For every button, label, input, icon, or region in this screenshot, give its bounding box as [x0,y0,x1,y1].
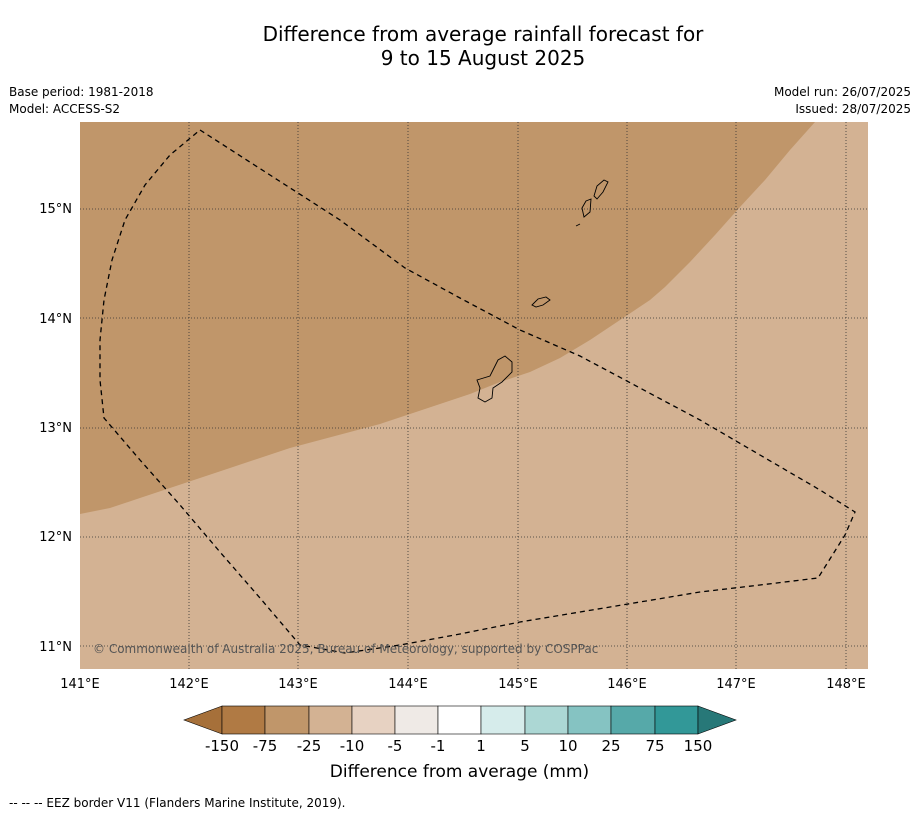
lon-label-148: 148°E [826,677,866,692]
meta-right: Model run: 26/07/2025 Issued: 28/07/2025 [774,84,911,118]
eez-border [99,129,856,654]
lon-label-145: 145°E [498,677,538,692]
issued-label: Issued: 28/07/2025 [795,102,911,116]
saipan-island [593,179,609,200]
lat-label-13: 13°N [39,421,72,436]
colorbar-title: Difference from average (mm) [329,762,590,782]
colorbar-tick-6: 1 [476,737,486,755]
tinian-island [581,198,592,218]
lon-label-144: 144°E [388,677,428,692]
colorbar-tick-8: 10 [558,737,577,755]
colorbar-segment-6 [437,705,482,735]
longitude-gridlines [188,122,847,669]
colorbar-tick-1: -75 [253,737,278,755]
lon-label-142: 142°E [169,677,209,692]
chart-title: Difference from average rainfall forecas… [0,22,919,70]
colorbar-segment-4 [351,705,396,735]
model-run-label: Model run: 26/07/2025 [773,85,911,99]
eez-footnote: -- -- -- EEZ border V11 (Flanders Marine… [9,796,346,810]
colorbar-tick-5: -1 [431,737,446,755]
model-label: Model: ACCESS-S2 [9,102,121,116]
colorbar-tick-2: -25 [297,737,322,755]
colorbar-segment-2 [264,705,310,735]
meta-left: Base period: 1981-2018 Model: ACCESS-S2 [9,84,154,118]
colorbar-segment-3 [308,705,353,735]
colorbar-segment-5 [394,705,439,735]
colorbar-tick-10: 75 [645,737,664,755]
colorbar-tick-3: -10 [340,737,365,755]
colorbar-segment-11 [654,705,699,735]
aguijan-island [575,223,581,227]
lon-label-143: 143°E [278,677,318,692]
lat-label-11: 11°N [39,640,72,655]
lat-label-14: 14°N [39,312,72,327]
lat-label-15: 15°N [39,202,72,217]
colorbar-tick-7: 5 [520,737,530,755]
latitude-gridlines [80,208,868,647]
lon-label-146: 146°E [607,677,647,692]
title-line-2: 9 to 15 August 2025 [380,46,586,70]
title-line-1: Difference from average rainfall forecas… [262,22,704,46]
guam-island [476,355,513,403]
colorbar-extend-low [183,705,223,735]
colorbar [183,705,737,735]
colorbar-segment-10 [610,705,656,735]
copyright-text: © Commonwealth of Australia 2025, Bureau… [93,642,598,656]
rota-island [531,296,551,308]
colorbar-tick-9: 25 [601,737,620,755]
base-period-label: Base period: 1981-2018 [9,85,154,99]
colorbar-extend-high [697,705,737,735]
colorbar-segment-1 [221,705,266,735]
lat-label-12: 12°N [39,530,72,545]
colorbar-segment-9 [567,705,612,735]
lon-label-141: 141°E [60,677,100,692]
lon-label-147: 147°E [716,677,756,692]
colorbar-tick-11: 150 [684,737,713,755]
region-dry-25-75 [80,122,815,514]
colorbar-tick-0: -150 [205,737,239,755]
colorbar-segment-8 [524,705,569,735]
colorbar-tick-4: -5 [388,737,403,755]
rainfall-map: © Commonwealth of Australia 2025, Bureau… [39,122,868,755]
colorbar-segment-7 [480,705,526,735]
